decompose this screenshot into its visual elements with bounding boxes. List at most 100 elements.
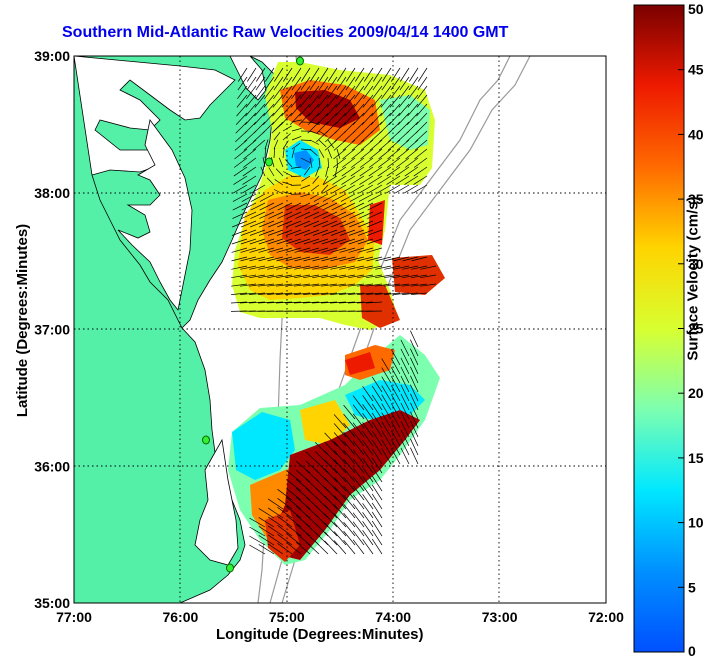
velocity-vector: [345, 76, 356, 91]
velocity-vector: [251, 184, 266, 194]
velocity-vector: [267, 283, 284, 287]
velocity-vector: [343, 431, 356, 447]
velocity-vector: [240, 238, 257, 245]
velocity-vector: [300, 85, 311, 100]
velocity-vector: [267, 292, 284, 295]
velocity-vector: [324, 522, 338, 537]
velocity-vector: [283, 67, 293, 82]
velocity-vector: [357, 265, 374, 270]
velocity-vector: [393, 292, 410, 295]
station-marker: [226, 563, 234, 573]
velocity-vector: [282, 171, 293, 177]
velocity-vector: [285, 229, 302, 236]
velocity-vector: [260, 166, 266, 177]
velocity-vector: [361, 112, 374, 125]
velocity-vector: [275, 168, 284, 177]
velocity-vector: [339, 256, 356, 262]
velocity-vector: [311, 301, 329, 304]
velocity-vector: [371, 394, 383, 411]
y-tick-labels: 39:00 38:00 37:00 36:00 35:00: [34, 48, 70, 611]
velocity-vector: [375, 256, 392, 262]
velocity-vector: [340, 211, 356, 219]
velocity-vector: [369, 148, 383, 160]
velocity-vector: [249, 292, 266, 295]
velocity-vector: [276, 283, 293, 287]
velocity-vector: [258, 247, 275, 253]
velocity-vector: [231, 247, 248, 253]
velocity-vector: [242, 184, 257, 194]
velocity-vector: [314, 451, 329, 465]
velocity-vector: [300, 148, 312, 151]
velocity-vector: [400, 411, 410, 429]
velocity-vector: [397, 112, 410, 125]
velocity-vector: [286, 524, 302, 537]
velocity-vector: [410, 330, 419, 348]
velocity-vector: [324, 139, 338, 151]
velocity-vector: [250, 193, 266, 202]
velocity-vector: [291, 148, 295, 159]
velocity-vector: [258, 292, 275, 295]
velocity-vector: [390, 448, 401, 465]
velocity-vector: [386, 166, 401, 177]
velocity-vector: [333, 468, 347, 483]
velocity-vector: [267, 265, 284, 270]
velocity-vector: [378, 148, 392, 160]
velocity-vector: [296, 497, 311, 510]
velocity-vector: [333, 540, 347, 555]
velocity-vector: [370, 112, 383, 125]
velocity-vector: [381, 367, 392, 384]
velocity-vector: [343, 422, 356, 438]
colorbar-tick-label: 45: [688, 62, 704, 78]
colorbar-tick-labels: 0 5 10 15 20 25 30 35 40 45 50: [678, 1, 704, 659]
velocity-vector: [286, 211, 302, 219]
velocity-vector: [343, 112, 356, 125]
velocity-vector: [341, 157, 356, 168]
velocity-vector: [410, 384, 419, 402]
station-marker: [202, 435, 210, 445]
x-tick-label: 75:00: [269, 609, 305, 625]
velocity-vector: [393, 274, 410, 279]
velocity-vector: [233, 184, 248, 194]
velocity-vector: [348, 229, 365, 236]
velocity-vector: [257, 301, 275, 304]
velocity-vector: [312, 175, 320, 184]
velocity-vector: [286, 220, 302, 228]
velocity-vector: [282, 76, 293, 91]
velocity-vector: [366, 247, 383, 253]
x-axis-label: Longitude (Degrees:Minutes): [216, 626, 424, 643]
velocity-vector: [324, 531, 338, 546]
velocity-vector: [258, 544, 275, 555]
velocity-vector: [330, 292, 347, 295]
velocity-vector: [277, 498, 293, 510]
velocity-vector: [381, 412, 392, 429]
velocity-vector: [337, 67, 347, 82]
velocity-vector: [352, 476, 365, 492]
velocity-vector: [359, 157, 374, 168]
velocity-vector: [274, 67, 284, 82]
velocity-vector: [296, 479, 311, 492]
velocity-vector: [371, 430, 383, 447]
velocity-vector: [314, 496, 329, 510]
velocity-vector: [303, 247, 320, 253]
velocity-vector: [395, 184, 410, 194]
velocity-vector: [362, 503, 374, 519]
velocity-vector: [235, 112, 248, 125]
velocity-vector: [340, 220, 356, 228]
velocity-vector: [390, 367, 401, 384]
velocity-vector: [232, 220, 248, 228]
velocity-vector: [314, 514, 329, 528]
velocity-vector: [320, 301, 338, 304]
x-tick-label: 72:00: [588, 609, 624, 625]
velocity-vector: [349, 193, 365, 202]
velocity-vector: [333, 477, 347, 492]
velocity-vector: [312, 247, 329, 253]
velocity-vector: [362, 395, 374, 411]
velocity-vector: [339, 229, 356, 236]
velocity-vector: [371, 511, 383, 528]
velocity-vector: [277, 211, 293, 219]
velocity-vector: [231, 229, 248, 236]
velocity-vector: [303, 292, 320, 295]
velocity-vector: [332, 166, 347, 177]
radar-stations: [202, 56, 304, 573]
velocity-vector: [349, 220, 365, 228]
